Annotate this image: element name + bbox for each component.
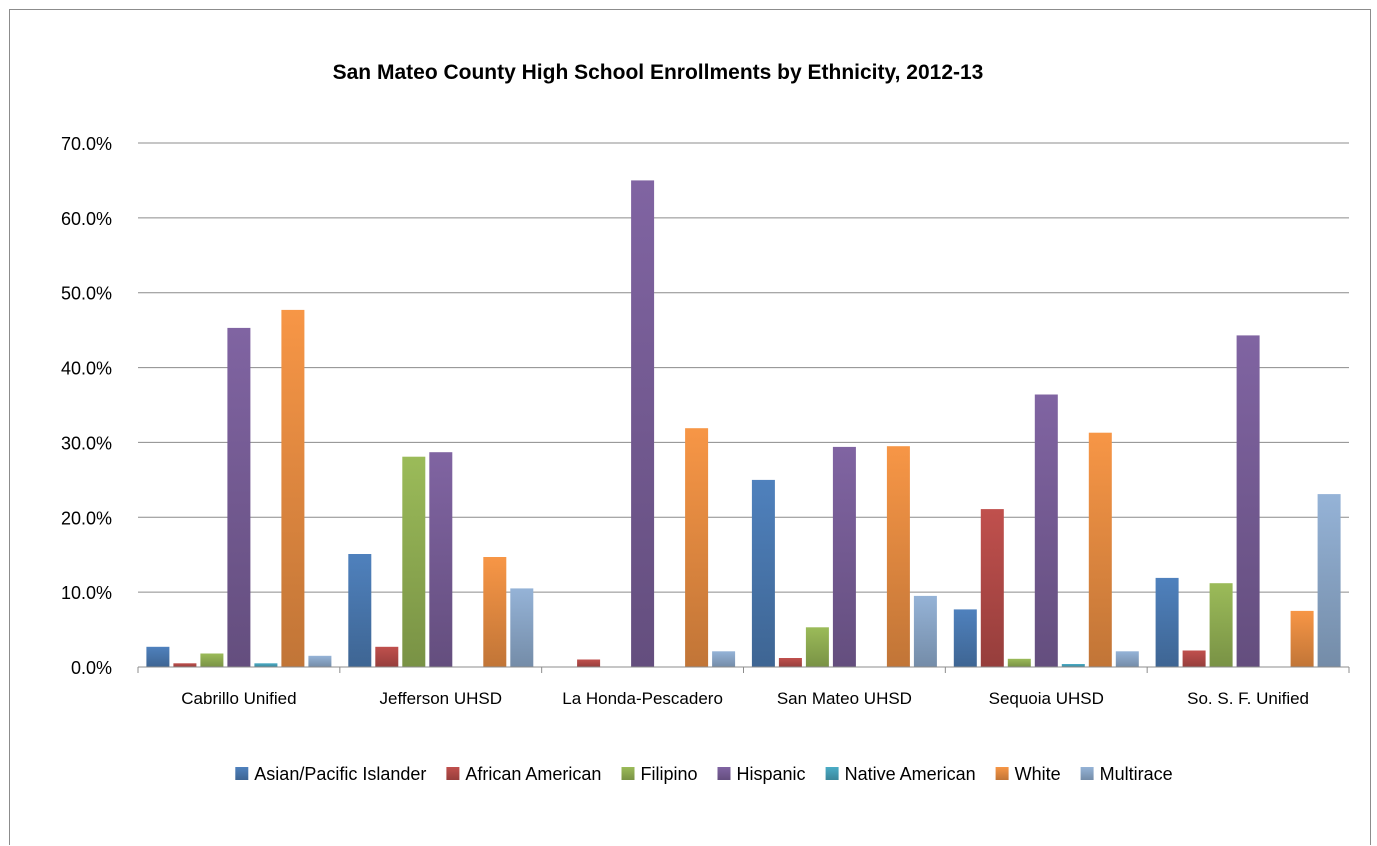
bars: [146, 180, 1341, 667]
bar: [510, 588, 534, 667]
x-tick-label: So. S. F. Unified: [1187, 689, 1309, 708]
legend-label: African American: [465, 764, 601, 784]
legend-label: Multirace: [1100, 764, 1173, 784]
legend-swatch: [1080, 767, 1094, 780]
legend-label: Hispanic: [737, 764, 806, 784]
bar: [254, 663, 278, 667]
bar: [953, 609, 977, 667]
legend-item: Multirace: [1080, 764, 1173, 784]
legend-swatch: [825, 767, 839, 780]
x-tick-label: Jefferson UHSD: [379, 689, 502, 708]
gridlines: [138, 142, 1349, 593]
bar: [483, 557, 507, 667]
legend-item: Hispanic: [717, 764, 806, 784]
bar: [751, 479, 775, 667]
y-tick-label: 20.0%: [61, 508, 112, 528]
bar: [913, 595, 937, 667]
legend-item: Asian/Pacific Islander: [235, 764, 426, 784]
y-axis: 0.0% 10.0% 20.0% 30.0% 40.0% 50.0% 60.0% 70.0%: [61, 134, 112, 678]
bar: [886, 446, 910, 667]
bar: [1317, 494, 1341, 667]
bar: [402, 456, 426, 667]
x-tick-label: San Mateo UHSD: [777, 689, 912, 708]
bar: [281, 309, 305, 667]
x-tick-label: Sequoia UHSD: [989, 689, 1104, 708]
legend-swatch: [446, 767, 460, 780]
bar: [1034, 394, 1058, 667]
y-tick-label: 40.0%: [61, 359, 112, 379]
bar: [685, 428, 709, 667]
bar: [1290, 610, 1314, 667]
bar: [577, 659, 601, 667]
bar: [712, 651, 736, 667]
bar: [1088, 432, 1112, 667]
bar: [980, 509, 1004, 667]
bar: [200, 653, 224, 667]
bar: [375, 646, 399, 667]
bar: [805, 627, 829, 667]
bar: [778, 658, 802, 667]
bar: [348, 554, 372, 667]
legend-swatch: [717, 767, 731, 780]
x-axis: [137, 666, 1350, 673]
bar: [429, 452, 453, 667]
y-tick-label: 70.0%: [61, 134, 112, 154]
y-tick-label: 30.0%: [61, 433, 112, 453]
chart-title: San Mateo County High School Enrollments…: [333, 61, 984, 84]
bar: [308, 655, 332, 667]
bar: [832, 446, 856, 667]
bar: [227, 327, 251, 667]
legend-swatch: [235, 767, 249, 780]
legend-item: White: [995, 764, 1061, 784]
bar: [1209, 583, 1233, 667]
legend: Asian/Pacific Islander African American Fi…: [235, 764, 1173, 784]
legend-swatch: [621, 767, 635, 780]
x-tick-label: La Honda-Pescadero: [562, 689, 723, 708]
bar: [1007, 658, 1031, 667]
bar: [1155, 577, 1179, 667]
legend-item: Filipino: [621, 764, 698, 784]
x-axis-labels: Cabrillo Unified Jefferson UHSD La Honda-P…: [181, 689, 1309, 708]
legend-label: Native American: [845, 764, 976, 784]
x-tick-label: Cabrillo Unified: [181, 689, 296, 708]
legend-item: African American: [446, 764, 601, 784]
legend-label: White: [1015, 764, 1061, 784]
bar: [1236, 335, 1260, 667]
bar: [631, 180, 655, 667]
bar: [146, 646, 170, 667]
bar: [1115, 651, 1139, 667]
y-tick-label: 60.0%: [61, 209, 112, 229]
y-tick-label: 10.0%: [61, 583, 112, 603]
legend-item: Native American: [825, 764, 976, 784]
legend-swatch: [995, 767, 1009, 780]
bar: [173, 663, 197, 667]
legend-label: Asian/Pacific Islander: [254, 764, 426, 784]
y-tick-label: 50.0%: [61, 284, 112, 304]
bar: [1182, 650, 1206, 667]
bar: [1061, 664, 1085, 667]
y-tick-label: 0.0%: [71, 658, 112, 678]
legend-label: Filipino: [641, 764, 698, 784]
